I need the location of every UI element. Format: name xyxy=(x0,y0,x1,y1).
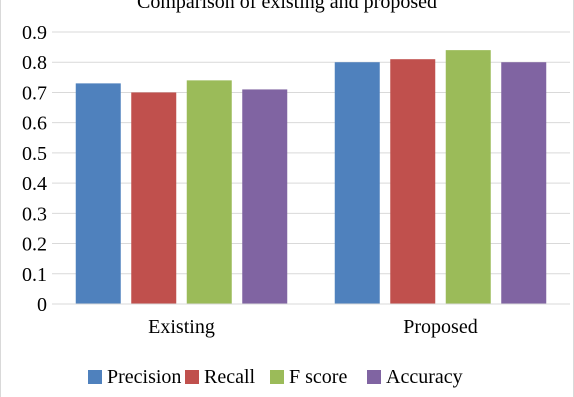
y-tick-label: 0.3 xyxy=(22,203,47,225)
legend-swatch xyxy=(185,370,199,384)
y-tick-label: 0.5 xyxy=(22,143,47,165)
bars xyxy=(75,50,547,305)
y-tick-label: 0.7 xyxy=(22,82,47,104)
y-tick-label: 0.1 xyxy=(22,264,47,286)
bar-accuracy-proposed xyxy=(501,62,547,304)
x-axis-category-labels: Existing Proposed xyxy=(148,316,478,338)
y-tick-label: 0 xyxy=(37,294,47,316)
x-category-label: Proposed xyxy=(403,316,477,338)
legend-label: Recall xyxy=(204,366,256,388)
legend-swatch xyxy=(270,370,284,384)
bar-precision-proposed xyxy=(334,62,380,304)
legend-swatch xyxy=(367,370,381,384)
y-axis-tick-labels: 0 0.1 0.2 0.3 0.4 0.5 0.6 0.7 0.8 0.9 xyxy=(22,22,47,316)
legend-label: Accuracy xyxy=(386,366,463,388)
bar-f-score-proposed xyxy=(445,50,491,305)
legend-label: Precision xyxy=(107,366,181,388)
y-tick-label: 0.4 xyxy=(22,173,47,195)
legend-swatch xyxy=(88,370,102,384)
legend-label: F score xyxy=(289,366,347,388)
bar-f-score-existing xyxy=(186,80,232,304)
legend: Precision Recall F score Accuracy xyxy=(88,366,463,388)
y-tick-label: 0.8 xyxy=(22,52,47,74)
y-tick-label: 0.6 xyxy=(22,113,47,135)
x-category-label: Existing xyxy=(148,316,215,338)
y-tick-label: 0.2 xyxy=(22,234,47,256)
bar-recall-existing xyxy=(131,92,177,304)
bar-precision-existing xyxy=(75,83,121,304)
chart-title: Comparison of existing and proposed xyxy=(137,0,437,13)
bar-recall-proposed xyxy=(390,59,436,305)
bar-accuracy-existing xyxy=(242,89,288,304)
y-tick-label: 0.9 xyxy=(22,22,47,44)
